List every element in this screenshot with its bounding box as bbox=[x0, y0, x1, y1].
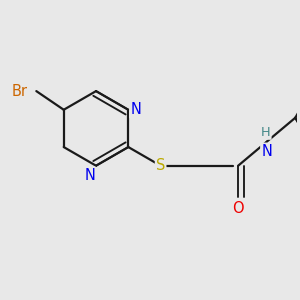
Text: N: N bbox=[130, 102, 141, 117]
Text: Br: Br bbox=[11, 84, 28, 99]
Text: H: H bbox=[261, 126, 271, 139]
Text: N: N bbox=[261, 144, 272, 159]
Text: N: N bbox=[84, 168, 95, 183]
Text: O: O bbox=[232, 201, 244, 216]
Text: S: S bbox=[156, 158, 165, 173]
